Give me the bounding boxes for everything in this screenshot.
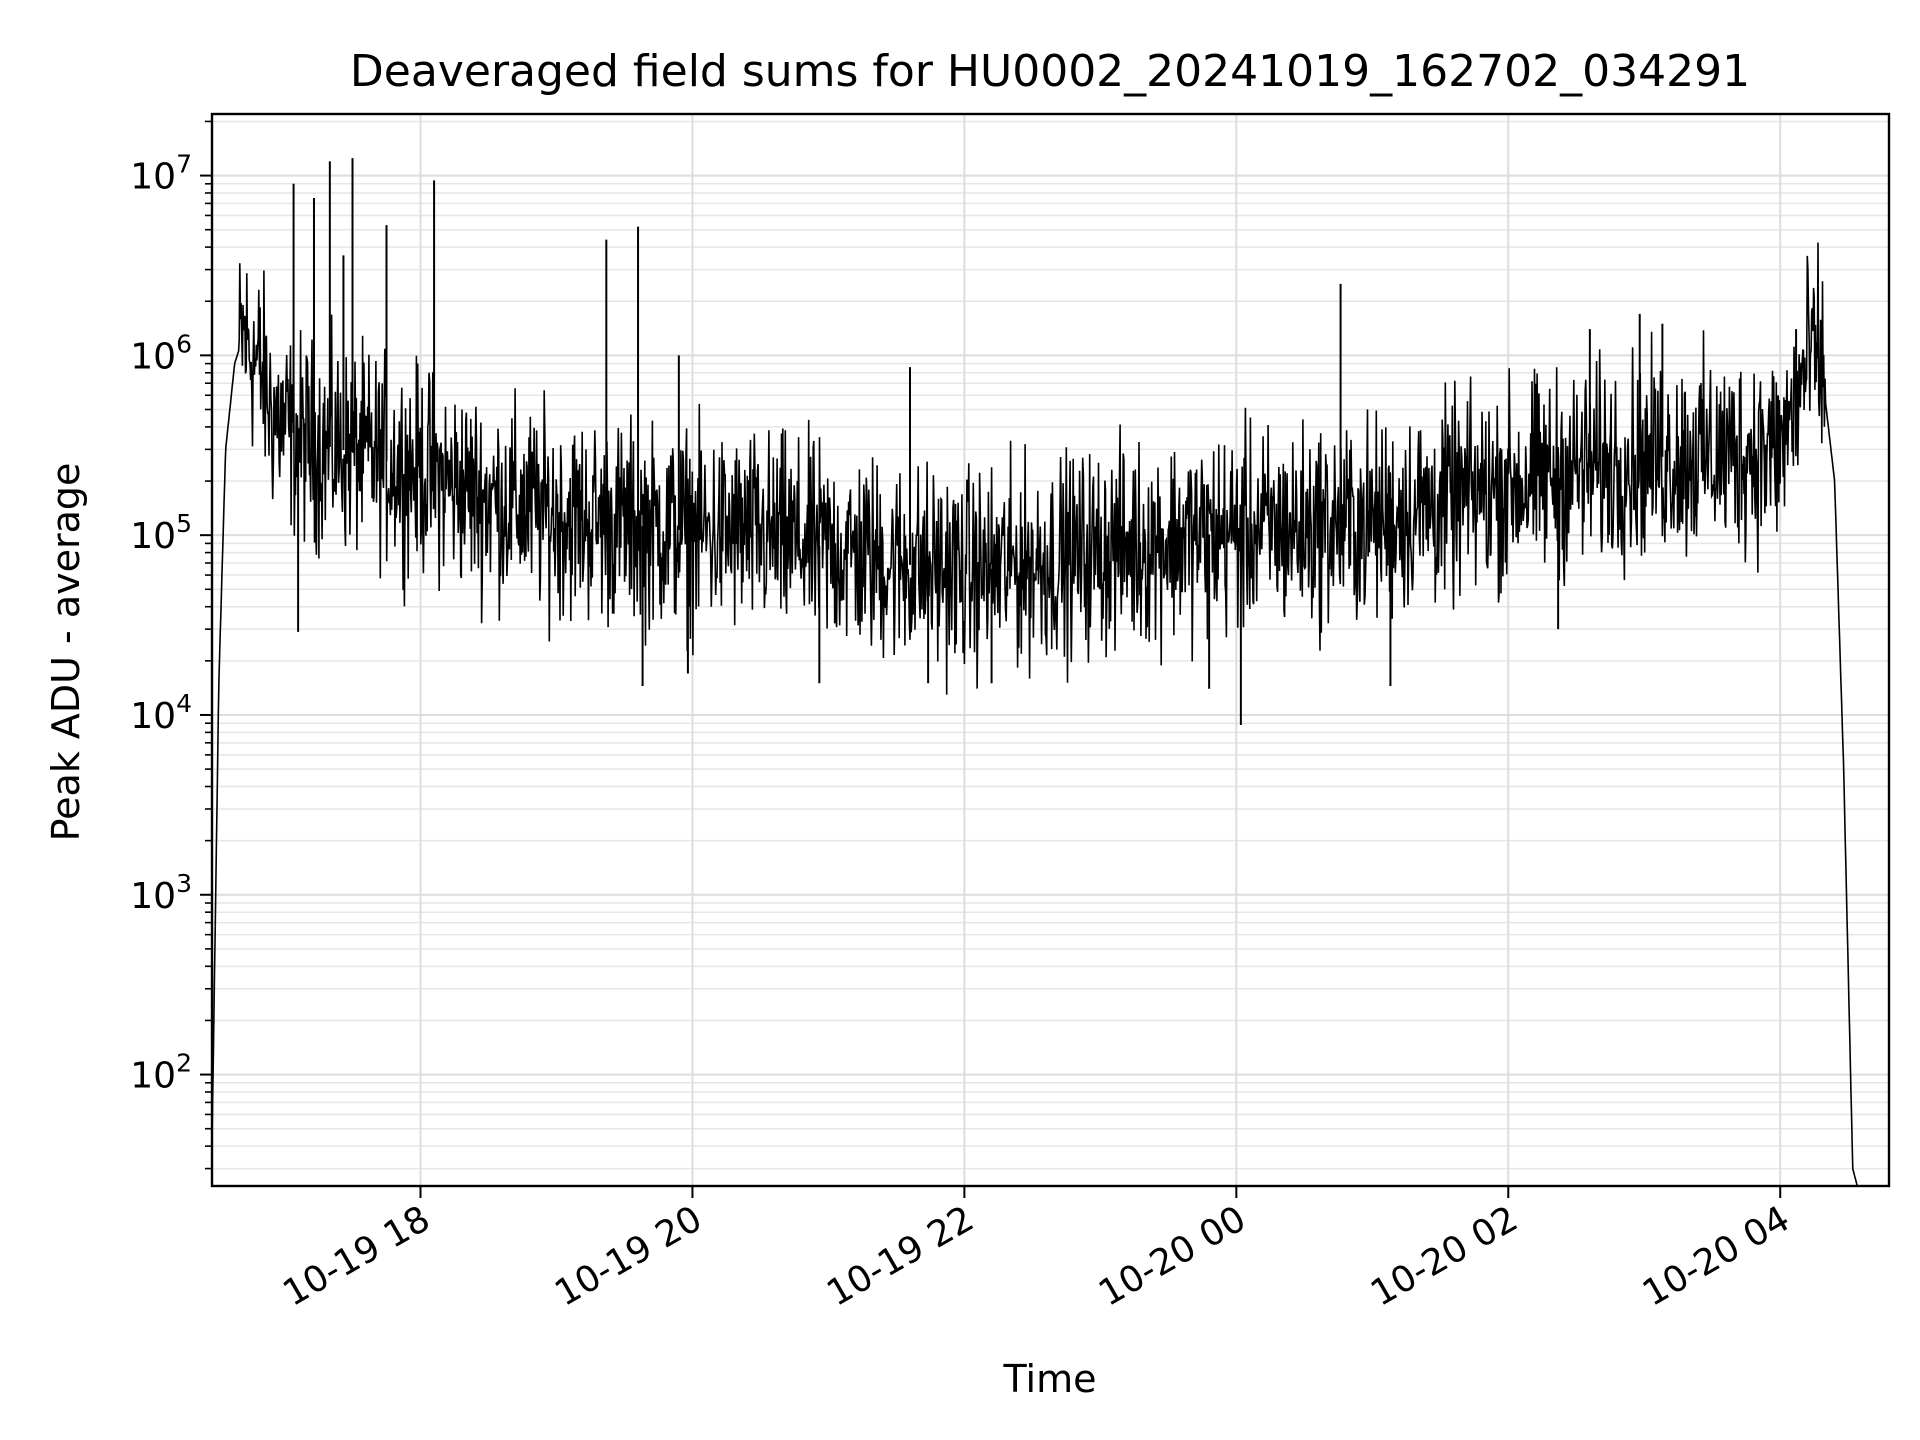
x-tick-label: 10-19 22 xyxy=(820,1198,981,1314)
y-tick-base: 10 xyxy=(130,1056,176,1097)
x-tick-label: 10-19 20 xyxy=(548,1198,709,1314)
y-tick-exponent: 4 xyxy=(176,689,192,718)
chart-title: Deaveraged field sums for HU0002_2024101… xyxy=(350,46,1750,97)
y-tick-base: 10 xyxy=(130,696,176,737)
x-tick-label: 10-19 18 xyxy=(276,1198,437,1314)
y-tick-label: 107 xyxy=(130,150,192,198)
y-tick-exponent: 2 xyxy=(176,1049,192,1078)
plot-area xyxy=(212,114,1889,1186)
y-tick-base: 10 xyxy=(130,516,176,557)
y-tick-label: 103 xyxy=(130,869,192,917)
series-layer xyxy=(211,158,1859,1187)
y-tick-label: 106 xyxy=(130,329,192,377)
x-tick-label: 10-20 00 xyxy=(1092,1198,1253,1314)
y-tick-label: 105 xyxy=(130,509,192,557)
y-tick-exponent: 5 xyxy=(176,509,192,538)
y-tick-exponent: 7 xyxy=(176,150,192,179)
series-line xyxy=(211,242,1859,1187)
x-tick-label: 10-20 04 xyxy=(1636,1198,1797,1314)
y-tick-exponent: 6 xyxy=(176,329,192,358)
y-tick-label: 104 xyxy=(130,689,192,737)
y-tick-exponent: 3 xyxy=(176,869,192,898)
y-tick-base: 10 xyxy=(130,336,176,377)
y-tick-label: 102 xyxy=(130,1049,192,1097)
x-axis-label: Time xyxy=(1003,1357,1097,1401)
y-tick-base: 10 xyxy=(130,157,176,198)
x-tick-label: 10-20 02 xyxy=(1364,1198,1525,1314)
y-tick-base: 10 xyxy=(130,876,176,917)
plot-frame xyxy=(210,112,1891,1188)
grid-layer xyxy=(212,114,1889,1186)
y-axis-label: Peak ADU - average xyxy=(44,463,88,842)
